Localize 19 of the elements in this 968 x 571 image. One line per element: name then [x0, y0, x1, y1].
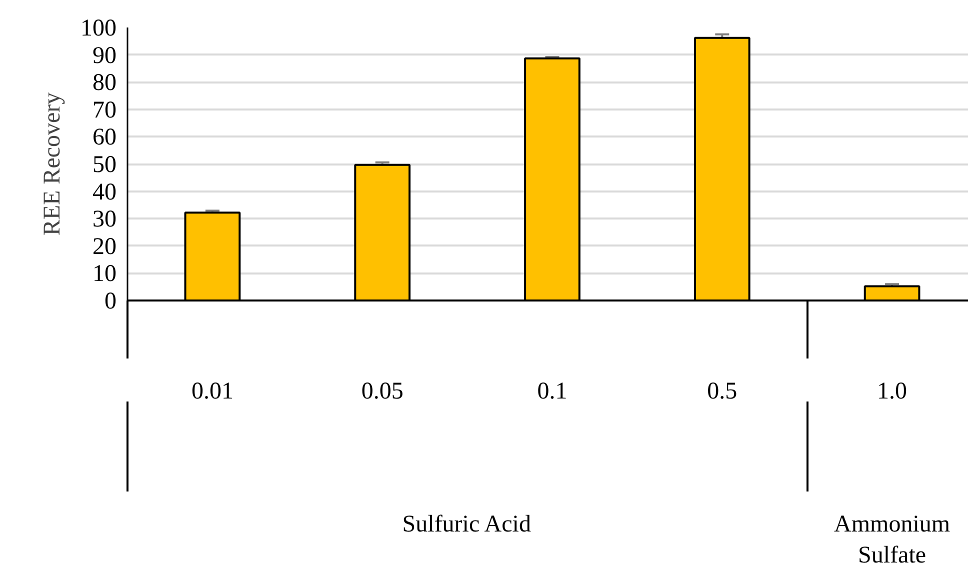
text: Sulfuric Acid: [402, 512, 531, 538]
text: Ammonium Sulfate: [834, 512, 950, 569]
x-tick-label: 0.01: [191, 378, 234, 404]
y-axis-title: REE Recovery: [40, 92, 66, 236]
y-tick-label: 30: [92, 206, 116, 233]
x-tick-label: 1.0: [877, 378, 908, 404]
y-tick-label: 70: [92, 97, 116, 124]
y-tick-label: 40: [92, 179, 116, 206]
x-tick-label: 0.05: [361, 378, 404, 404]
y-tick-label: 10: [92, 261, 116, 288]
y-tick-label: 20: [92, 234, 116, 260]
y-tick-label: 80: [92, 70, 116, 96]
y-tick-label: 90: [92, 42, 116, 69]
x-tick-label: 0.5: [707, 378, 738, 404]
y-tick-label: 100: [80, 16, 116, 42]
y-tick-label: 50: [92, 152, 116, 178]
y-tick-label: 60: [92, 124, 116, 151]
x-tick-label: 0.1: [537, 378, 568, 404]
y-tick-label: 0: [104, 288, 116, 314]
